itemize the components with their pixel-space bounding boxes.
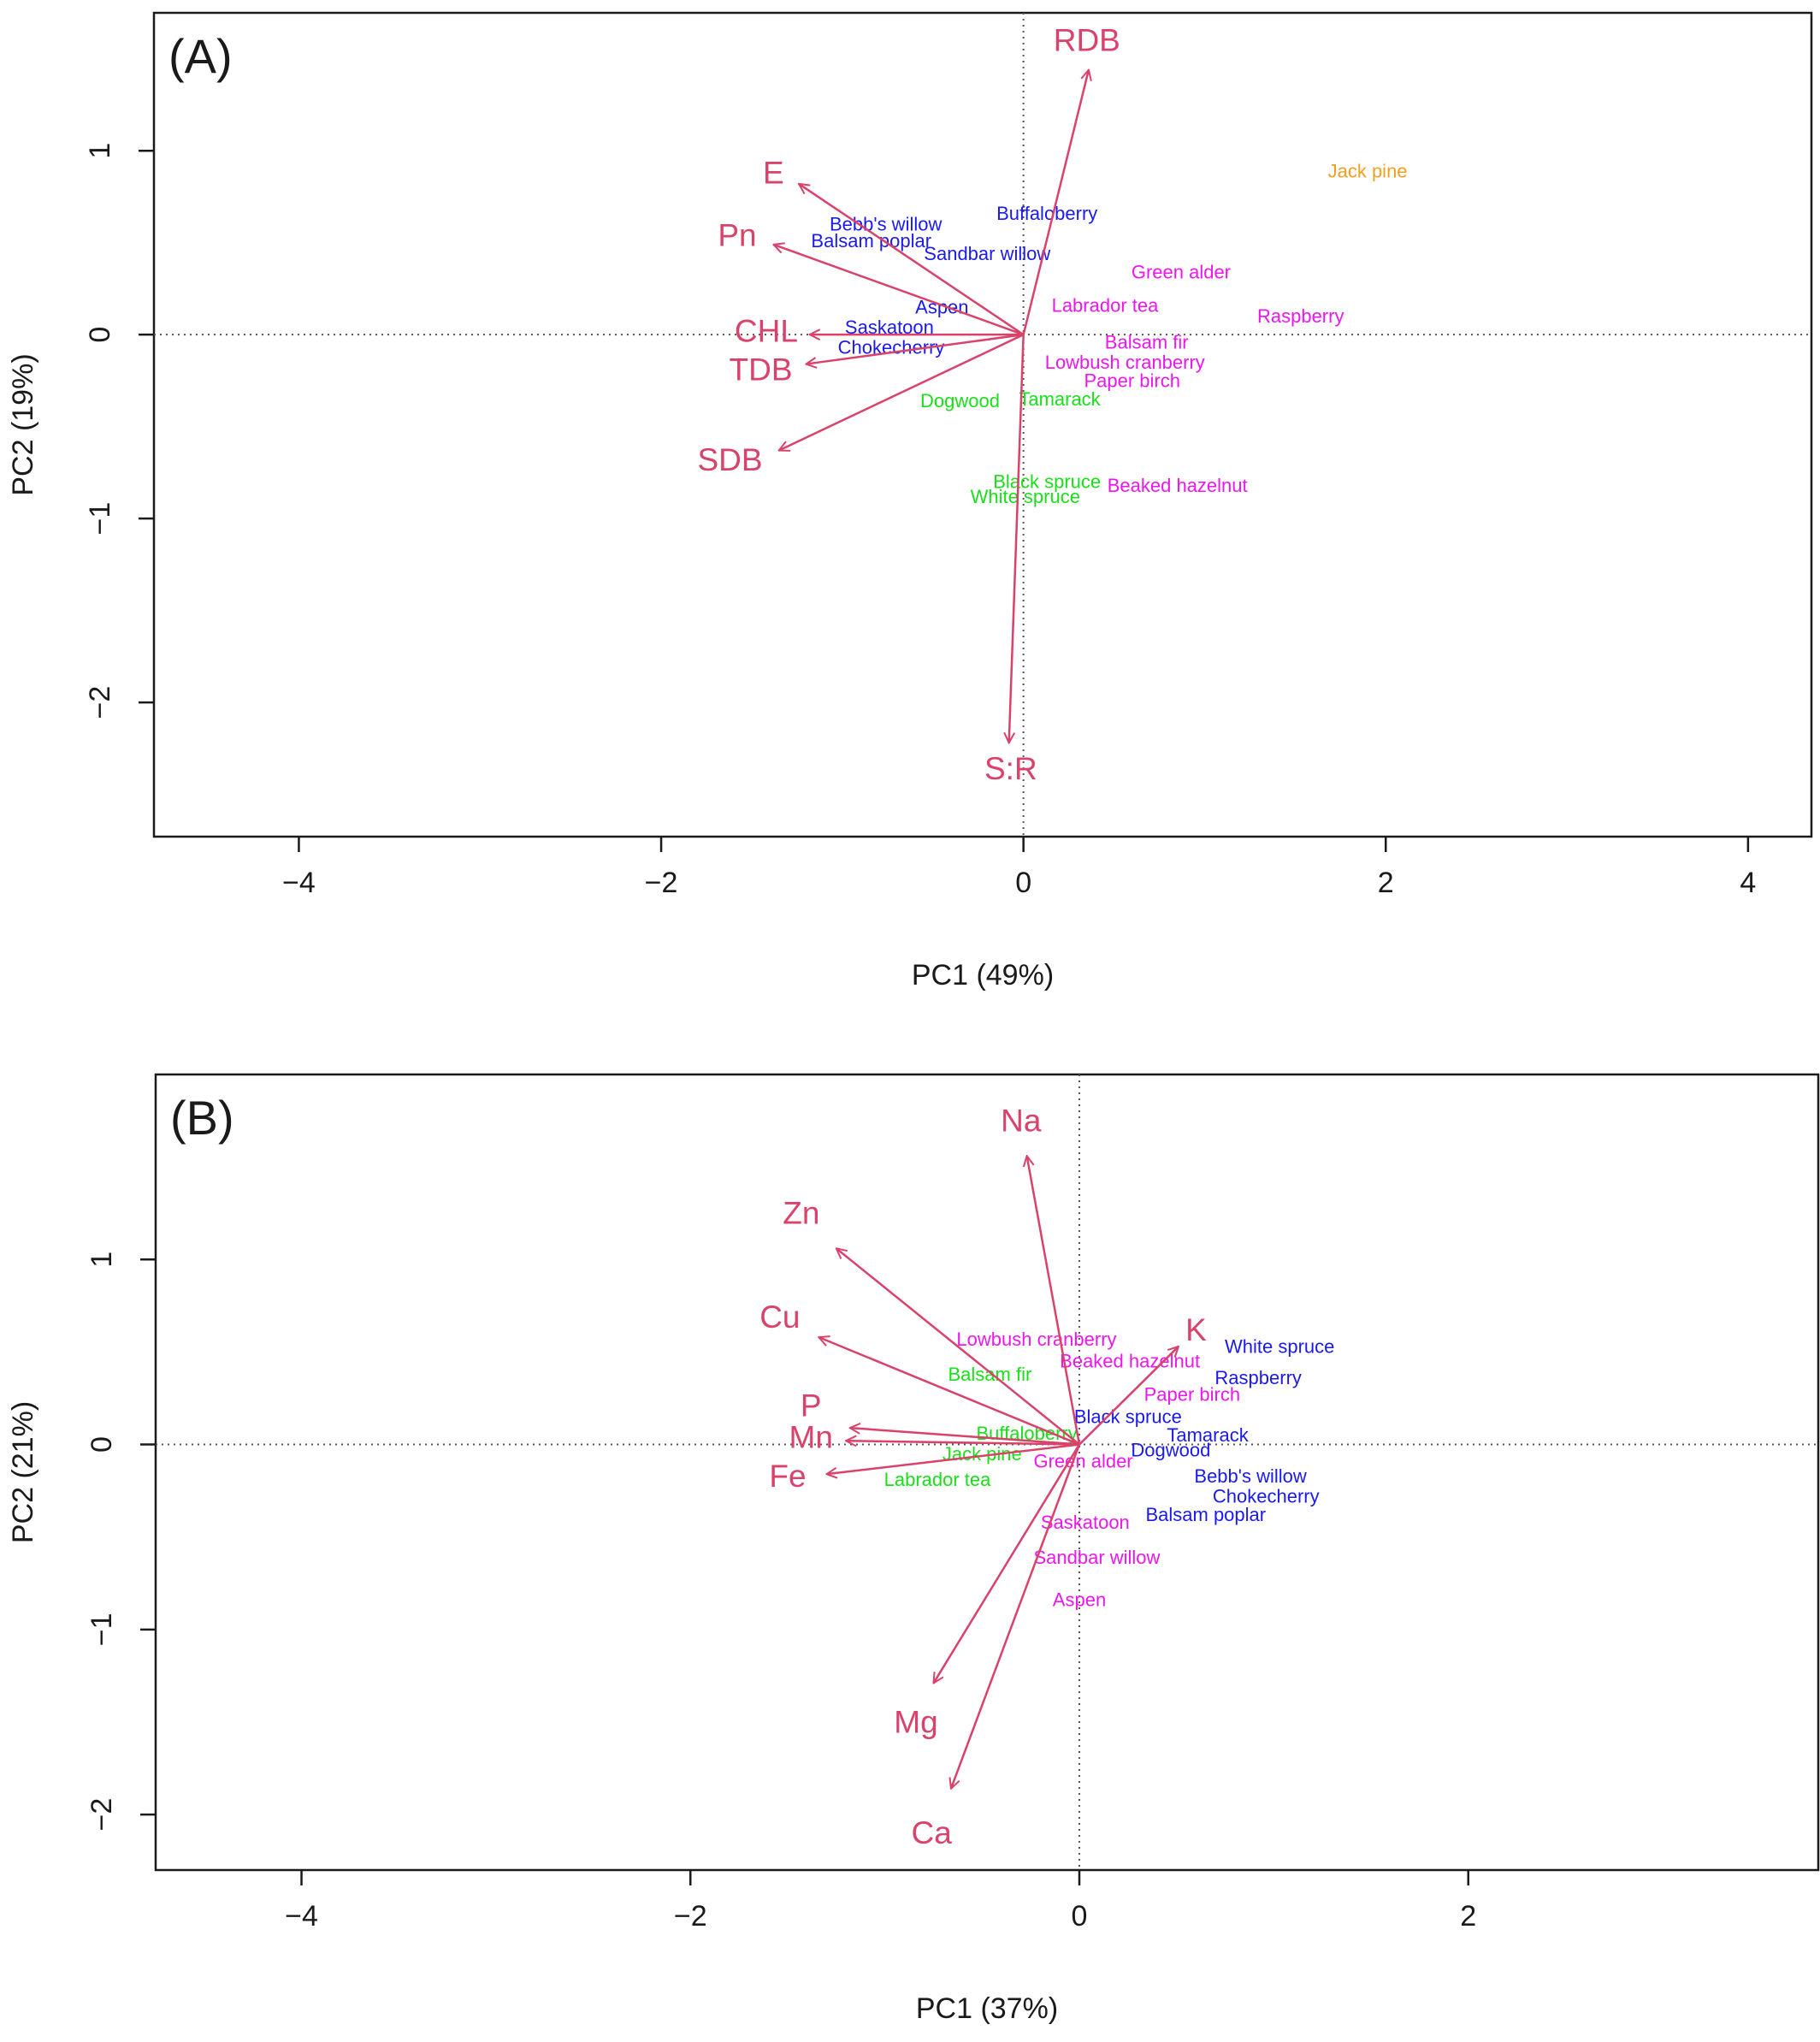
- loading-label-p: P: [801, 1388, 822, 1423]
- loading-label-e: E: [763, 156, 784, 191]
- observation-label-tamarack: Tamarack: [1167, 1424, 1249, 1446]
- loading-label-zn: Zn: [783, 1196, 819, 1231]
- x-tick-label: −2: [674, 1900, 707, 1933]
- observation-label-saskatoon: Saskatoon: [1041, 1512, 1130, 1533]
- observation-label-bebb-s-willow: Bebb's willow: [1194, 1465, 1306, 1487]
- loading-arrow-cu: [818, 1337, 1080, 1446]
- observation-label-green-alder: Green alder: [1132, 262, 1231, 283]
- y-tick-label: −2: [86, 1798, 118, 1832]
- loading-arrow-pn: [773, 245, 1025, 336]
- loading-label-na: Na: [1001, 1104, 1042, 1139]
- observation-label-chokecherry: Chokecherry: [1213, 1486, 1320, 1507]
- y-axis-title: PC2 (19%): [7, 353, 39, 495]
- observation-label-raspberry: Raspberry: [1214, 1367, 1301, 1388]
- x-tick-label: 2: [1460, 1900, 1476, 1933]
- plot-frame: [154, 1073, 1820, 1872]
- x-tick-label: −4: [285, 1900, 318, 1933]
- observation-label-paper-birch: Paper birch: [1084, 370, 1180, 391]
- observation-label-labrador-tea: Labrador tea: [884, 1469, 992, 1490]
- y-axis-title: PC2 (21%): [7, 1401, 39, 1543]
- panel-label: (A): [168, 29, 233, 83]
- observation-label-labrador-tea: Labrador tea: [1052, 294, 1160, 316]
- loading-label-k: K: [1185, 1312, 1207, 1347]
- observation-label-beaked-hazelnut: Beaked hazelnut: [1060, 1351, 1200, 1372]
- observation-label-aspen: Aspen: [1053, 1589, 1106, 1611]
- observation-label-green-alder: Green alder: [1033, 1451, 1132, 1472]
- loading-label-mn: Mn: [789, 1419, 833, 1454]
- loading-label-pn: Pn: [718, 218, 756, 253]
- loading-label-chl: CHL: [735, 313, 798, 348]
- observation-label-white-spruce: White spruce: [1225, 1335, 1334, 1357]
- loading-label-sdb: SDB: [697, 442, 762, 477]
- loading-arrow-p: [850, 1428, 1080, 1446]
- loading-label-ca: Ca: [912, 1815, 953, 1850]
- observation-label-dogwood: Dogwood: [920, 390, 1000, 411]
- loading-arrow-tdb: [806, 333, 1024, 364]
- biplot-panel-b: −4 −2 0 2 −2 −1 0 1 PC1 (37%) PC2 (21%) (B) Lowbush…: [7, 1073, 1820, 2025]
- observation-label-jack-pine: Jack pine: [942, 1443, 1022, 1465]
- loading-arrow-na: [1027, 1156, 1081, 1445]
- observation-label-balsam-fir: Balsam fir: [948, 1364, 1032, 1385]
- observation-label-lowbush-cranberry: Lowbush cranberry: [1045, 352, 1205, 373]
- y-tick-label: 1: [84, 143, 116, 159]
- observation-label-balsam-fir: Balsam fir: [1105, 331, 1189, 352]
- panel-label: (B): [170, 1091, 234, 1145]
- loading-label-fe: Fe: [769, 1459, 806, 1494]
- y-tick-label: −1: [84, 502, 116, 536]
- loading-arrow-e: [799, 184, 1025, 336]
- loading-arrow-zn: [836, 1248, 1080, 1446]
- x-tick-label: 0: [1015, 867, 1031, 899]
- observation-label-black-spruce: Black spruce: [993, 471, 1101, 493]
- loading-arrow-mn: [846, 1441, 1080, 1444]
- observation-label-white-spruce: White spruce: [971, 486, 1080, 507]
- x-tick-label: −4: [282, 867, 316, 899]
- x-axis-title: PC1 (37%): [916, 1992, 1058, 2025]
- biplot-panel-a: −4 −2 0 2 4 −2 −1 0 1 PC1 (49%) PC2 (19%) (A) Jack p…: [7, 11, 1813, 991]
- loading-arrow-mg: [933, 1443, 1081, 1684]
- loading-label-tdb: TDB: [730, 352, 793, 388]
- loading-arrow-fe: [826, 1443, 1080, 1475]
- y-tick-label: −1: [86, 1613, 118, 1646]
- observation-label-buffaloberry: Buffaloberry: [996, 203, 1097, 224]
- y-tick-label: 0: [86, 1436, 118, 1453]
- observation-label-raspberry: Raspberry: [1257, 305, 1344, 327]
- observation-label-paper-birch: Paper birch: [1144, 1384, 1241, 1406]
- observation-label-beaked-hazelnut: Beaked hazelnut: [1108, 475, 1248, 496]
- loading-label-mg: Mg: [894, 1704, 937, 1739]
- observation-label-jack-pine: Jack pine: [1328, 160, 1408, 181]
- loading-arrow-k: [1078, 1347, 1179, 1446]
- x-tick-label: 2: [1378, 867, 1394, 899]
- loading-arrow-sdb: [779, 334, 1025, 450]
- loading-arrow-ca: [951, 1444, 1081, 1789]
- x-tick-label: 0: [1072, 1900, 1088, 1933]
- observation-label-sandbar-willow: Sandbar willow: [924, 243, 1050, 264]
- observation-label-dogwood: Dogwood: [1131, 1440, 1210, 1461]
- observation-label-sandbar-willow: Sandbar willow: [1033, 1547, 1160, 1568]
- loading-arrow-s-r: [1009, 334, 1025, 743]
- y-tick-label: 1: [86, 1252, 118, 1268]
- loading-label-rdb: RDB: [1054, 23, 1120, 58]
- y-tick-label: −2: [84, 686, 116, 719]
- loading-label-s-r: S:R: [984, 751, 1037, 786]
- x-axis-title: PC1 (49%): [912, 959, 1054, 991]
- y-tick-label: 0: [84, 327, 116, 343]
- loading-arrow-rdb: [1022, 70, 1089, 335]
- plot-frame: [152, 11, 1813, 838]
- observation-label-tamarack: Tamarack: [1019, 388, 1101, 410]
- observation-label-lowbush-cranberry: Lowbush cranberry: [956, 1329, 1116, 1350]
- observation-label-black-spruce: Black spruce: [1074, 1406, 1182, 1428]
- x-tick-label: −2: [645, 867, 678, 899]
- observation-label-balsam-poplar: Balsam poplar: [1145, 1504, 1266, 1525]
- x-tick-label: 4: [1740, 867, 1756, 899]
- loading-label-cu: Cu: [759, 1299, 800, 1335]
